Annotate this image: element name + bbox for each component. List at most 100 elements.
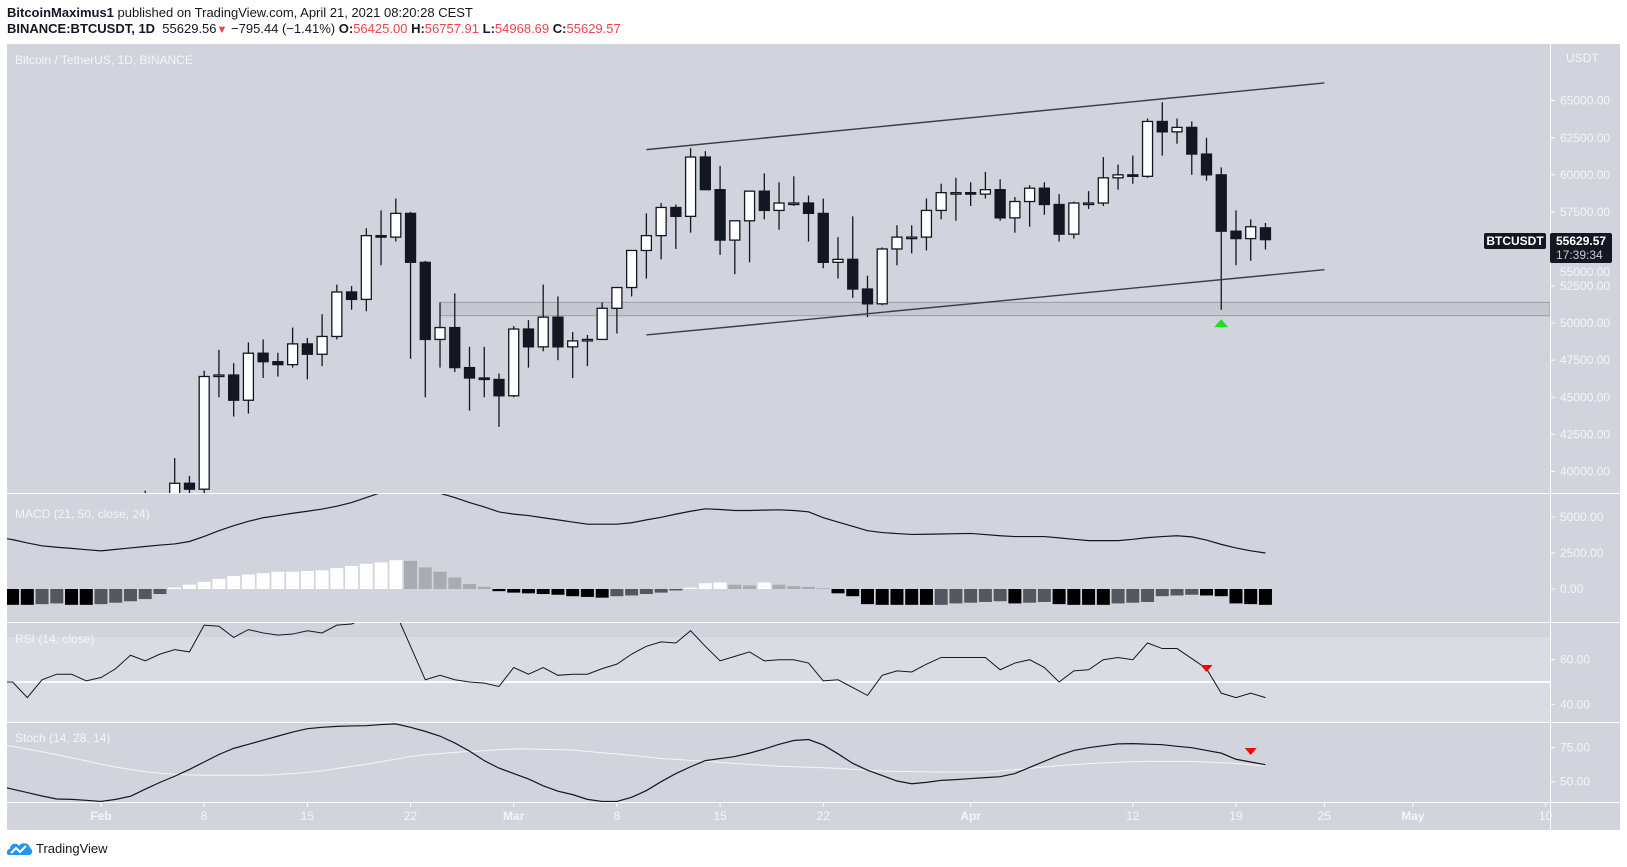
open-value: 56425.00: [353, 21, 408, 36]
macd-histogram-bar: [1200, 589, 1213, 596]
candle: [994, 179, 1006, 221]
macd-histogram-bar: [993, 589, 1007, 602]
author-name[interactable]: BitcoinMaximus1: [7, 5, 114, 20]
candle: [390, 198, 402, 242]
candle: [1200, 137, 1213, 181]
candle: [1156, 102, 1168, 156]
candle-body-down: [493, 378, 505, 397]
axes[interactable]: 40000.00 42500.00 45000.00 47500.00 50000.00…: [90, 94, 1610, 823]
macd-histogram-bar: [1229, 589, 1243, 604]
stoch-pane[interactable]: [0, 723, 1266, 802]
candle: [1186, 121, 1198, 175]
macd-histogram-bar: [625, 589, 639, 596]
price-tick-label: 42500.00: [1560, 427, 1610, 441]
candle-body-up: [611, 286, 623, 309]
macd-pane[interactable]: [0, 487, 1272, 605]
macd-histogram-bar: [713, 582, 727, 589]
price-tick-label: 40000.00: [1560, 464, 1610, 478]
macd-histogram-bar: [286, 571, 300, 589]
macd-histogram-bar: [934, 589, 948, 605]
candle: [228, 363, 240, 417]
candle-body-down: [1200, 153, 1213, 176]
macd-histogram-bar: [256, 573, 270, 589]
macd-histogram-bar: [1082, 589, 1096, 605]
candle: [301, 337, 314, 380]
candle: [213, 349, 225, 398]
macd-histogram-bar: [639, 589, 653, 595]
date-tick-label: Feb: [90, 809, 111, 823]
macd-histogram-bar: [1052, 589, 1066, 605]
candle: [655, 203, 667, 260]
macd-histogram-bar: [212, 578, 226, 589]
candle: [272, 352, 284, 377]
stoch-k-line: [7, 723, 1266, 802]
sell-signal-triangle-icon: [1244, 748, 1257, 755]
candle: [1023, 185, 1036, 227]
candle: [449, 293, 461, 373]
macd-histogram-bar: [153, 589, 167, 595]
candle: [404, 211, 417, 359]
candle: [743, 190, 756, 263]
macd-histogram-bar: [919, 589, 933, 605]
macd-histogram-bar: [138, 589, 152, 600]
candle: [1245, 219, 1257, 261]
price-tick-label: 57500.00: [1560, 205, 1610, 219]
rsi-pane[interactable]: [0, 613, 1550, 699]
macd-tick-label: 0.00: [1560, 582, 1584, 596]
macd-histogram-bar: [551, 589, 565, 595]
macd-histogram-bar: [521, 589, 535, 594]
candle-body-up: [906, 236, 918, 240]
candle-body-up: [360, 234, 372, 301]
candle-body-up: [876, 248, 888, 305]
price-tick-label: 45000.00: [1560, 390, 1610, 404]
price-tick-label: 65000.00: [1560, 94, 1610, 108]
candle: [729, 220, 741, 275]
candle-body-down: [345, 291, 358, 301]
publish-text: published on TradingView.com, April 21, …: [117, 5, 473, 20]
stoch-tick-label: 75.00: [1560, 741, 1590, 755]
channel-upper-line[interactable]: [646, 82, 1325, 151]
macd-histogram-bar: [978, 589, 992, 602]
macd-histogram-bar: [831, 589, 845, 594]
publish-info: BitcoinMaximus1 published on TradingView…: [7, 5, 473, 20]
candle: [1259, 222, 1272, 250]
candle: [596, 302, 608, 341]
symbol-tag-text: BTCUSDT: [1486, 234, 1544, 248]
macd-histogram-bar: [389, 560, 403, 589]
macd-histogram-bar: [846, 589, 860, 597]
tradingview-logo[interactable]: TradingView: [6, 840, 108, 856]
macd-histogram-bar: [1096, 589, 1110, 605]
candle: [581, 334, 594, 367]
macd-tick-label: 2500.00: [1560, 546, 1604, 560]
macd-histogram-bar: [757, 582, 771, 589]
candle: [1053, 194, 1065, 242]
date-tick-label: 12: [1126, 809, 1140, 823]
candle-body-up: [655, 206, 667, 237]
candle: [758, 173, 770, 220]
macd-histogram-bar: [1126, 589, 1140, 603]
candle-body-down: [1156, 120, 1168, 133]
macd-histogram-bar: [1023, 589, 1037, 603]
candle-body-up: [1097, 177, 1109, 204]
macd-histogram-bar: [168, 587, 182, 589]
price-pane[interactable]: [0, 82, 1550, 632]
macd-histogram-bar: [964, 589, 978, 603]
macd-histogram-bar: [35, 589, 49, 605]
price-tick-label: 52500.00: [1560, 279, 1610, 293]
price-change: −795.44 (−1.41%): [231, 21, 336, 36]
candle: [965, 182, 977, 206]
candle-body-down: [1186, 126, 1198, 155]
candle-body-down: [301, 343, 314, 355]
channel-lower-line[interactable]: [646, 269, 1325, 336]
candle: [286, 327, 299, 368]
candle-body-up: [1082, 202, 1095, 206]
candle: [817, 198, 829, 269]
macd-histogram-bar: [860, 589, 874, 605]
candle: [611, 286, 623, 334]
macd-histogram-bar: [1008, 589, 1022, 604]
macd-histogram-bar: [875, 589, 889, 605]
candle: [640, 213, 653, 279]
candle: [1009, 197, 1021, 233]
candle: [1141, 118, 1154, 178]
